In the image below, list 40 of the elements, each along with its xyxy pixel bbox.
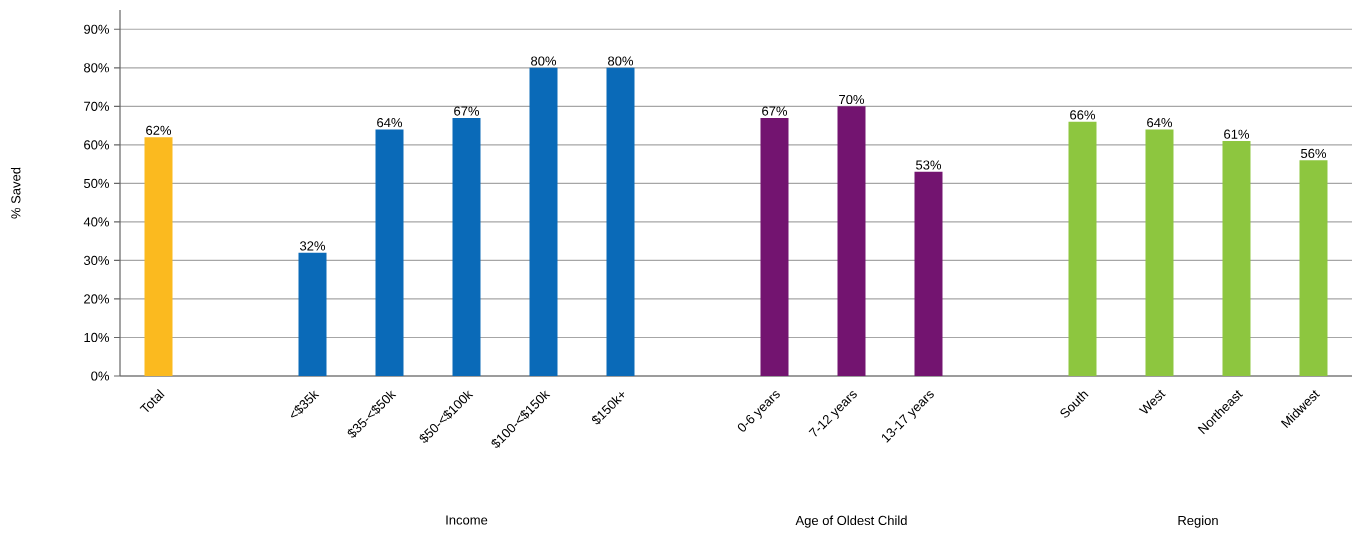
data-label: 61% [1224,129,1250,139]
data-label: 67% [454,106,480,116]
text: Region [1178,515,1218,528]
bar [529,67,558,376]
bar [1145,129,1174,376]
y-tick-label: 80% [84,63,110,73]
y-tick-label: 90% [84,24,110,34]
data-label: 64% [1147,118,1173,128]
y-tick-label: 40% [83,217,110,227]
text: Income [446,515,488,525]
bar [1222,140,1251,376]
data-label: 64% [377,118,403,128]
y-tick-label: 10% [84,332,110,343]
data-label: 62% [146,125,172,135]
bar [606,67,635,376]
y-tick-label: 60% [84,140,110,150]
y-tick-label: 70% [84,101,110,111]
bar [144,137,173,376]
y-tick-label: 50% [83,178,110,188]
y-tick-label: 0% [91,371,110,381]
data-label: 80% [531,56,557,66]
bar [298,252,327,376]
y-tick-label: 30% [83,255,110,266]
data-label: 67% [762,106,788,116]
bar [760,117,789,376]
text: Age of Oldest Child [795,515,907,528]
data-label: 56% [1301,148,1327,159]
bar [1068,121,1097,376]
bar [1299,160,1328,376]
y-axis-title: % Saved [10,167,21,219]
bar [914,171,943,376]
data-label: 80% [608,56,634,66]
data-label: 66% [1070,110,1096,120]
data-label: 70% [839,94,865,105]
data-label: 53% [916,160,942,170]
bar [837,106,866,376]
y-tick-label: 20% [84,294,110,304]
bar [452,117,481,376]
bar [375,129,404,376]
data-label: 32% [300,241,326,251]
